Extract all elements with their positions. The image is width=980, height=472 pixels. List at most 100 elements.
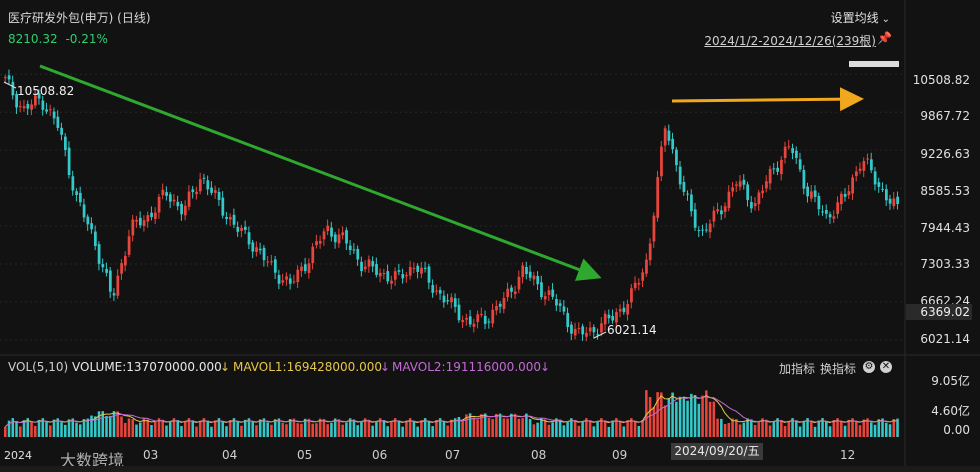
candle-body <box>521 265 525 278</box>
date-range-label[interactable]: 2024/1/2-2024/12/26(239根) <box>704 34 876 48</box>
volume-bar <box>873 424 877 437</box>
x-tick-label: 09 <box>612 448 628 462</box>
volume-bar <box>123 422 127 437</box>
vol-label: VOL(5,10) <box>8 360 69 374</box>
candle-body <box>112 293 116 296</box>
candle-body <box>866 158 870 160</box>
volume-bar <box>892 419 896 437</box>
volume-bar <box>330 422 333 437</box>
close-icon[interactable]: ✕ <box>880 361 892 373</box>
candle-body <box>326 225 330 232</box>
gear-icon[interactable]: ⚙ <box>863 361 875 373</box>
candle-body <box>618 309 622 312</box>
candle-body <box>468 316 472 325</box>
volume-bar <box>525 413 528 437</box>
volume-bar <box>836 418 839 437</box>
volume-bar <box>356 425 359 437</box>
volume-header: VOL(5,10) VOLUME:137070000.000 ↓ MAVOL1:… <box>0 356 980 376</box>
volume-bar <box>206 420 209 437</box>
candle-body <box>75 191 78 195</box>
volume-bar <box>570 418 573 437</box>
candle-body <box>832 216 836 219</box>
price-change: -0.21% <box>65 32 108 46</box>
x-tick-label: 04 <box>222 448 238 462</box>
volume-bar <box>431 426 434 437</box>
candle-body <box>600 323 603 333</box>
candle-body <box>382 273 386 275</box>
candle-body <box>67 147 71 176</box>
candle-body <box>412 268 416 270</box>
vol-tick-top: 9.05亿 <box>931 374 970 388</box>
candle-body <box>817 195 821 210</box>
volume-bar <box>348 418 352 437</box>
volume-bar <box>390 421 393 437</box>
volume-bar <box>288 419 292 437</box>
candle-body <box>532 275 536 280</box>
volume-bar <box>165 425 168 437</box>
volume-bar <box>686 400 689 437</box>
candle-body <box>798 159 802 170</box>
pin-icon[interactable]: 📌 <box>877 31 892 45</box>
candle-body <box>142 220 146 227</box>
candle-body <box>656 177 660 218</box>
volume-bar <box>645 390 648 437</box>
volume-bar <box>146 419 150 437</box>
add-indicator-button[interactable]: 加指标 <box>779 362 816 376</box>
current-price-tag: 6369.02 <box>906 304 972 320</box>
candle-body <box>371 261 375 267</box>
volume-bar <box>142 418 146 437</box>
volume-bar <box>127 418 131 437</box>
candle-body <box>802 169 806 189</box>
candle-body <box>360 261 363 272</box>
candle-body <box>543 296 547 300</box>
candle-body <box>153 212 157 219</box>
candle-body <box>648 243 652 261</box>
volume-bar <box>60 422 63 437</box>
volume-bar <box>881 418 884 437</box>
moving-average-settings-button[interactable]: 设置均线 ⌄ <box>831 9 890 26</box>
volume-bar <box>11 418 15 437</box>
candle-body <box>577 328 581 330</box>
candle-body <box>187 191 191 207</box>
candle-body <box>135 219 138 222</box>
volume-bar <box>543 419 547 437</box>
vol-tick-zero: 0.00 <box>943 423 970 437</box>
candle-body <box>712 210 716 222</box>
candle-body <box>157 196 161 213</box>
candle-body <box>592 327 596 333</box>
candle-body <box>423 267 427 269</box>
volume-bar <box>768 425 772 437</box>
candle-body <box>888 198 892 204</box>
volume-bar <box>311 423 314 437</box>
candle-body <box>821 211 825 213</box>
candle-body <box>772 168 776 170</box>
volume-bar <box>161 419 165 437</box>
volume-bar <box>577 425 581 437</box>
volume-bar <box>363 418 367 437</box>
candle-body <box>611 315 615 321</box>
volume-bar <box>367 419 371 437</box>
candle-body <box>97 244 101 264</box>
volume-bar <box>757 422 761 437</box>
candle-body <box>607 314 611 319</box>
volume-bar <box>592 426 596 437</box>
candle-body <box>127 236 131 255</box>
volume-bar <box>506 418 509 437</box>
volume-bar <box>630 418 633 437</box>
volume-bar <box>547 424 551 437</box>
candle-body <box>637 283 641 285</box>
volume-bar <box>847 419 851 437</box>
candle-body <box>82 204 86 218</box>
candle-body <box>26 103 30 109</box>
candle-body <box>120 263 123 274</box>
candle-body <box>405 275 408 277</box>
volume-bar <box>352 419 356 437</box>
volume-bar <box>622 426 626 437</box>
low-pointer <box>593 331 607 339</box>
candle-body <box>581 326 585 335</box>
switch-indicator-button[interactable]: 换指标 <box>820 362 857 376</box>
volume-bar <box>56 418 60 437</box>
volume-bar <box>596 421 599 437</box>
candle-body <box>495 306 498 311</box>
